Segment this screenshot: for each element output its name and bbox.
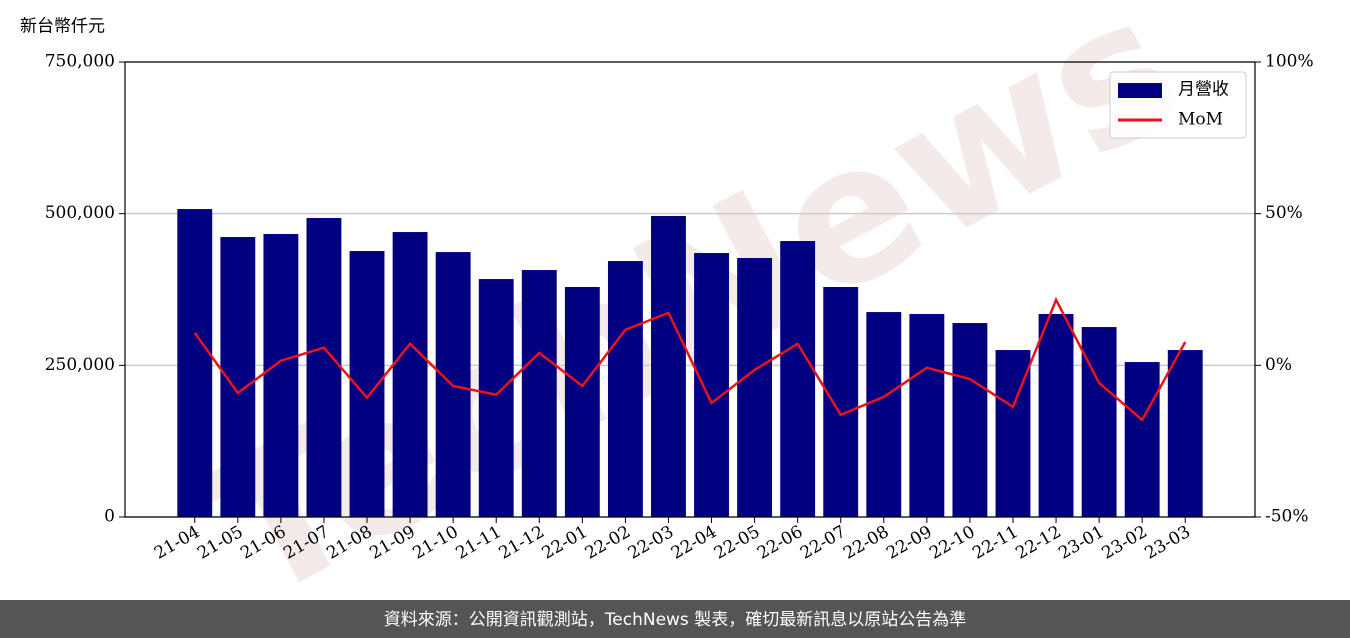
- bar: [952, 323, 988, 517]
- bar: [866, 312, 902, 517]
- bar: [263, 234, 299, 517]
- bar: [1124, 362, 1160, 517]
- y-tick-label: 250,000: [45, 355, 115, 375]
- legend-label: 月營收: [1178, 80, 1229, 100]
- y2-tick-label: 100%: [1265, 52, 1314, 72]
- bar: [823, 287, 859, 517]
- x-tick-label: 22-04: [668, 522, 720, 564]
- x-tick-label: 22-11: [969, 522, 1021, 564]
- bar: [607, 261, 643, 517]
- y-tick-label: 500,000: [45, 203, 115, 223]
- bar: [392, 232, 428, 518]
- y2-tick-label: 0%: [1265, 355, 1292, 375]
- bar: [177, 209, 213, 517]
- x-tick-label: 23-03: [1142, 522, 1194, 564]
- y2-tick-label: 50%: [1265, 203, 1303, 223]
- legend-swatch: [1118, 83, 1162, 98]
- bar: [694, 253, 729, 517]
- bar: [306, 218, 342, 517]
- bar: [1038, 314, 1074, 517]
- bar: [1167, 350, 1203, 517]
- bar: [651, 216, 686, 518]
- x-tick-label: 21-12: [496, 522, 548, 564]
- bar: [909, 314, 945, 517]
- x-tick-label: 22-01: [539, 522, 591, 564]
- x-tick-label: 21-04: [151, 522, 203, 564]
- x-tick-label: 23-01: [1055, 522, 1107, 564]
- x-tick-label: 22-03: [625, 522, 677, 564]
- x-tick-label: 22-08: [840, 522, 892, 564]
- y-axis-label: 新台幣仟元: [20, 17, 105, 37]
- bar: [521, 270, 557, 517]
- footer-bar: [0, 600, 1350, 638]
- x-tick-label: 22-06: [754, 522, 806, 564]
- y2-tick-label: -50%: [1265, 507, 1309, 527]
- x-tick-label: 22-09: [883, 522, 935, 564]
- plot-frame: [124, 61, 1256, 518]
- legend-label: MoM: [1178, 110, 1223, 130]
- x-tick-label: 22-02: [582, 522, 634, 564]
- x-tick-label: 23-02: [1098, 522, 1150, 564]
- y-tick-label: 750,000: [45, 52, 115, 72]
- bar: [1081, 327, 1117, 517]
- footer: 資料來源：公開資訊觀測站，TechNews 製表，確切最新訊息以原站公告為準: [384, 610, 966, 630]
- bar: [564, 287, 600, 517]
- line: [193, 296, 1187, 422]
- x-tick-label: 22-12: [1012, 522, 1064, 564]
- bar: [478, 279, 514, 517]
- bar: [780, 241, 816, 517]
- bar: [737, 258, 773, 517]
- x-tick-label: 22-05: [711, 522, 763, 564]
- x-tick-label: 22-07: [797, 522, 849, 564]
- x-tick-label: 22-10: [926, 522, 978, 564]
- y-tick-label: 0: [104, 507, 115, 527]
